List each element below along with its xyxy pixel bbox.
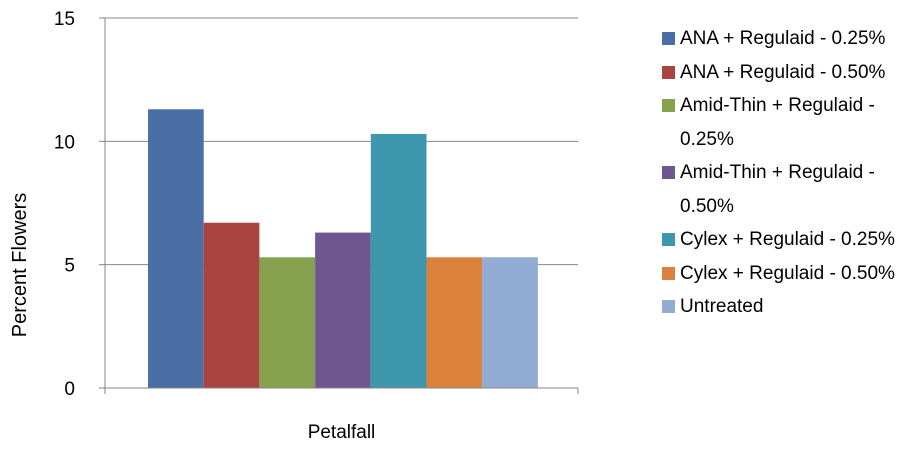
legend-label: ANA + Regulaid - 0.25%	[680, 28, 886, 49]
y-tick-label: 10	[54, 132, 75, 153]
legend-label: Untreated	[680, 296, 764, 317]
legend-swatch	[662, 300, 675, 313]
legend-swatch	[662, 166, 675, 179]
y-tick-label: 5	[64, 256, 75, 277]
legend-swatch	[662, 266, 675, 280]
y-tick-labels: 0 5 10 15	[54, 9, 75, 400]
bar	[426, 257, 483, 388]
legend-item: Untreated	[662, 290, 912, 324]
legend-item: Amid-Thin + Regulaid - 0.50%	[662, 156, 912, 223]
legend-label: Amid-Thin + Regulaid - 0.25%	[680, 95, 875, 150]
legend-item: Cylex + Regulaid - 0.50%	[662, 257, 912, 291]
legend-item: Amid-Thin + Regulaid - 0.25%	[662, 89, 912, 156]
bar	[203, 222, 260, 388]
bar	[259, 257, 316, 388]
bar	[148, 109, 204, 389]
legend-item: ANA + Regulaid - 0.25%	[662, 22, 912, 56]
x-tick-label: Petalfall	[308, 422, 376, 443]
y-tick-label: 15	[54, 9, 75, 30]
legend-swatch	[662, 99, 675, 112]
bar-chart: 0 5 10 15 Petalfall Percent Flowers	[9, 9, 579, 443]
legend: ANA + Regulaid - 0.25% ANA + Regulaid - 0…	[662, 22, 912, 324]
legend-label: ANA + Regulaid - 0.50%	[680, 61, 886, 83]
legend-label: Cylex + Regulaid - 0.50%	[680, 262, 895, 284]
legend-item: ANA + Regulaid - 0.50%	[662, 56, 912, 90]
y-axis-title: Percent Flowers	[9, 193, 31, 338]
y-tick-label: 0	[64, 379, 75, 400]
bar	[482, 257, 538, 388]
x-tick-labels: Petalfall	[308, 422, 376, 443]
axes	[104, 18, 579, 394]
bars	[148, 109, 538, 389]
legend-swatch	[662, 32, 675, 45]
legend-label: Amid-Thin + Regulaid - 0.50%	[680, 162, 875, 217]
legend-swatch	[662, 65, 675, 79]
legend-item: Cylex + Regulaid - 0.25%	[662, 223, 912, 257]
legend-swatch	[662, 233, 675, 246]
legend-label: Cylex + Regulaid - 0.25%	[680, 229, 895, 250]
bar	[315, 232, 371, 388]
bar	[370, 133, 427, 388]
